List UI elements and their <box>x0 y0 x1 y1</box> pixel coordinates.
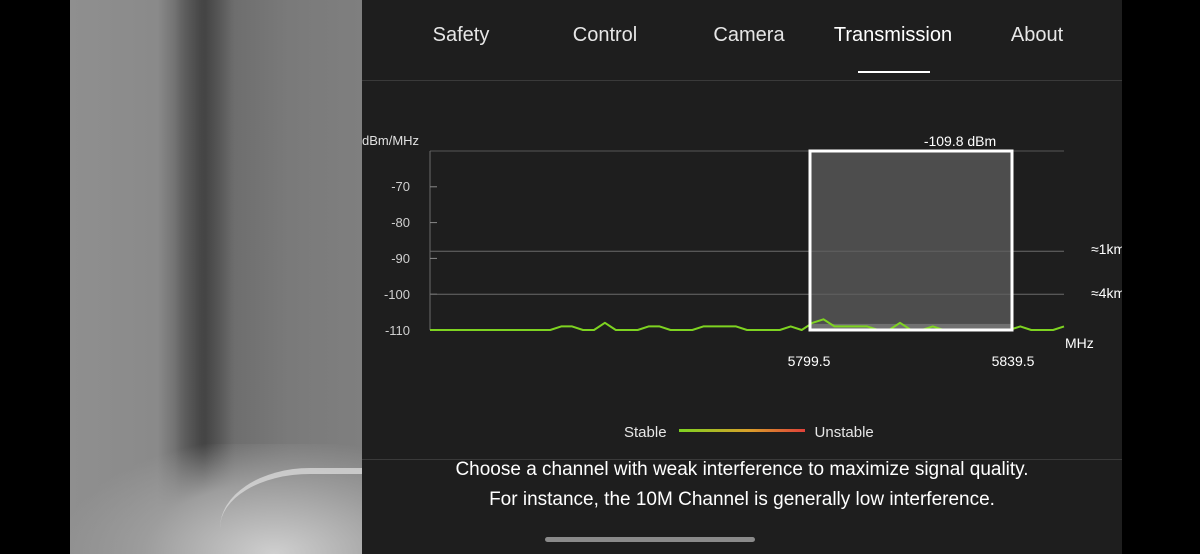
distance-label-1km: ≈1km <box>1091 241 1126 257</box>
tabs-divider <box>362 80 1124 81</box>
tab-control[interactable]: Control <box>572 24 638 46</box>
right-letterbox <box>1122 0 1200 554</box>
camera-preview <box>70 0 362 554</box>
legend-unstable-label: Unstable <box>814 424 874 441</box>
selected-channel-value: -109.8 dBm <box>923 133 997 149</box>
y-tick-label: -110 <box>384 323 410 338</box>
tab-camera[interactable]: Camera <box>713 24 785 46</box>
y-tick-label: -100 <box>383 287 410 302</box>
y-tick-label: -90 <box>391 251 410 266</box>
description-divider <box>362 459 1124 460</box>
settings-panel: Safety Control Camera Transmission About… <box>362 0 1200 554</box>
selected-channel-level <box>811 323 1011 330</box>
tab-safety[interactable]: Safety <box>432 24 490 46</box>
distance-label-4km: ≈4km <box>1091 285 1126 301</box>
active-tab-indicator <box>858 71 930 73</box>
legend-gradient-bar <box>678 429 805 433</box>
spectrum-plot <box>429 149 1065 332</box>
left-letterbox <box>0 0 70 554</box>
legend-stable-label: Stable <box>624 424 667 441</box>
stability-legend: Stable Unstable <box>624 424 874 444</box>
channel-description: Choose a channel with weak interference … <box>455 459 1029 510</box>
y-tick-label: -80 <box>391 215 410 230</box>
camera-object-edge <box>220 468 362 554</box>
tab-transmission[interactable]: Transmission <box>833 24 953 46</box>
y-tick-label: -70 <box>391 179 410 194</box>
tab-bar: Safety Control Camera Transmission About <box>362 0 1122 78</box>
selected-channel-border <box>808 149 1014 332</box>
tab-about[interactable]: About <box>1010 24 1064 46</box>
x-axis-unit: MHz <box>1065 335 1094 351</box>
selected-channel-fill <box>810 151 1012 330</box>
y-axis-unit: dBm/MHz <box>362 133 420 148</box>
channel-start-label: 5799.5 <box>787 353 831 369</box>
home-indicator[interactable] <box>545 537 755 542</box>
channel-end-label: 5839.5 <box>991 353 1035 369</box>
spectrum-chart: dBm/MHz -109.8 dBm -70 -80 -90 -100 -110… <box>362 120 1142 369</box>
